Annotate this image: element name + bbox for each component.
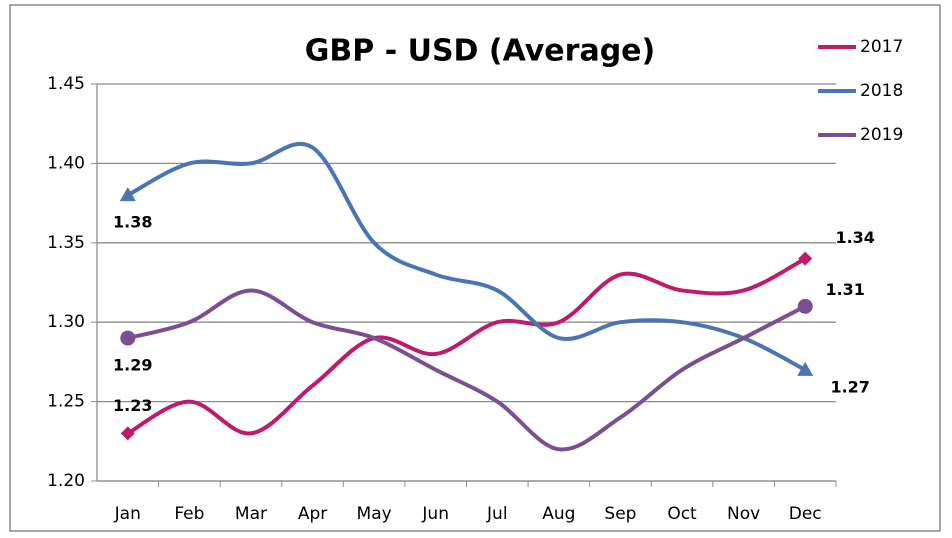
- data-label: 1.27: [830, 377, 869, 396]
- x-tick-label: Oct: [667, 504, 697, 524]
- y-tick-label: 1.35: [47, 233, 85, 253]
- data-label: 1.23: [113, 396, 152, 415]
- legend-label: 2017: [860, 37, 903, 57]
- x-tick-label: Aug: [542, 504, 575, 524]
- chart-frame: [9, 4, 941, 532]
- data-label: 1.38: [113, 213, 152, 232]
- y-tick-label: 1.30: [47, 312, 85, 332]
- x-tick-label: Mar: [235, 504, 267, 524]
- x-tick-label: Dec: [789, 504, 822, 524]
- data-label: 1.34: [835, 228, 874, 247]
- data-label: 1.31: [825, 280, 864, 299]
- series-line: [127, 288, 807, 452]
- legend-label: 2018: [860, 81, 903, 101]
- marker: [120, 330, 136, 346]
- marker: [120, 426, 135, 441]
- x-tick-label: Jun: [421, 504, 449, 524]
- marker: [797, 298, 813, 314]
- series-line: [126, 256, 807, 436]
- x-tick-label: May: [357, 504, 392, 524]
- data-label: 1.29: [113, 356, 152, 375]
- x-tick-label: Feb: [174, 504, 204, 524]
- y-tick-label: 1.25: [47, 392, 85, 412]
- chart-title: GBP - USD (Average): [305, 34, 655, 69]
- x-tick-label: Nov: [727, 504, 760, 524]
- x-tick-label: Apr: [298, 504, 327, 524]
- x-tick-label: Sep: [604, 504, 636, 524]
- x-tick-label: Jul: [486, 504, 508, 524]
- marker: [797, 361, 814, 376]
- y-tick-label: 1.20: [47, 471, 85, 491]
- y-tick-label: 1.45: [47, 74, 85, 94]
- x-tick-label: Jan: [114, 504, 141, 524]
- marker: [798, 251, 813, 266]
- legend-label: 2019: [860, 125, 903, 145]
- y-tick-label: 1.40: [47, 153, 85, 173]
- marker: [119, 187, 136, 202]
- series-line: [126, 141, 807, 372]
